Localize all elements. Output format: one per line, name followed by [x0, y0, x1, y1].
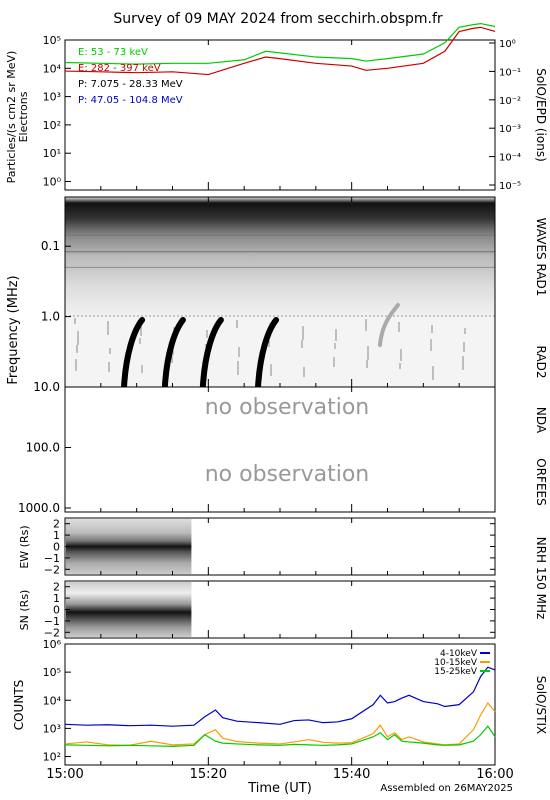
x-tick-label: 15:00: [46, 767, 83, 782]
epd-ylabel-line1: Particles/(s cm2 sr MeV): [5, 51, 18, 184]
epd-y2-tick-label: 10⁻³: [499, 124, 521, 135]
epd-frame: [64, 39, 496, 191]
nrh-y-tick-label: 1: [53, 592, 60, 605]
nrh-y-tick-label: 0: [53, 604, 60, 617]
nda-orfees-frame: [64, 386, 496, 513]
rad1-spectrogram: [65, 197, 495, 317]
epd-legend: E: 53 - 73 keV E: 282 - 397 keV P: 7.075 -…: [78, 47, 183, 106]
label-nrh-150: NRH 150 MHz: [534, 537, 548, 620]
no-observation-nda: no observation: [205, 395, 370, 420]
waves-y-tick-label: 0.1: [41, 239, 60, 253]
stix-frame: [64, 643, 496, 766]
epd-right-label: SolO/EPD (ions): [534, 68, 548, 162]
waves-y-tick-label: 1.0: [41, 310, 60, 324]
nrh-y-tick-label: 2: [53, 518, 60, 531]
label-orfees: ORFEES: [534, 458, 548, 505]
type-iii-burst: [161, 317, 186, 389]
waves-y-tick-label: 10.0: [33, 380, 60, 394]
epd-legend-entry: P: 7.075 - 28.33 MeV: [78, 79, 183, 90]
epd-legend-entry: E: 53 - 73 keV: [78, 47, 148, 58]
epd-y2-tick-label: 10⁻¹: [499, 67, 521, 78]
epd-series: [64, 22, 496, 76]
epd-y-ticks: 10⁰ 10¹ 10² 10³ 10⁴ 10⁵ 10⁻⁵ 10⁻⁴ 10⁻³ 10⁻² 10⁻¹ 10…: [43, 34, 521, 192]
epd-panel: 10⁰ 10¹ 10² 10³ 10⁴ 10⁵ 10⁻⁵ 10⁻⁴ 10⁻³ 10⁻² 10⁻¹ 10…: [5, 22, 548, 192]
nrh-sn-image: [66, 582, 192, 637]
waves-y-ticks: 0.1 1.0 10.0: [33, 239, 71, 394]
epd-y2-tick-label: 10⁻⁴: [499, 153, 521, 164]
epd-ylabel-line2: Electrons: [17, 91, 30, 142]
nrh-ew-panel: 210−1−2 EW (Rs): [18, 517, 496, 576]
no-observation-orfees: no observation: [205, 462, 370, 487]
type-iii-burst: [377, 303, 400, 347]
nrh-ew-ylabel: EW (Rs): [18, 525, 31, 568]
nrh-sn-panel: 210−1−2 SN (Rs) NRH 150 MHz: [18, 537, 548, 640]
epd-y-tick-label: 10⁴: [43, 62, 62, 75]
nrh-y-tick-label: 2: [53, 581, 60, 594]
epd-y-tick-label: 10³: [43, 91, 61, 104]
nrh-y-tick-label: −1: [44, 552, 60, 565]
stix-y-tick-label: 10²: [43, 751, 61, 764]
nrh-ew-image: [66, 519, 192, 574]
stix-series: [64, 666, 496, 747]
nrh-y-tick-label: 0: [53, 541, 60, 554]
waves-texture: [65, 221, 495, 380]
nrh-y-tick-label: −2: [44, 626, 60, 639]
type-iii-burst: [121, 317, 146, 389]
label-nda: NDA: [534, 407, 548, 434]
nrh-y-tick-label: −1: [44, 615, 60, 628]
epd-y-tick-label: 10¹: [43, 147, 61, 160]
nda-y-tick-label: 1000.0: [18, 501, 60, 515]
nrh-ew-y-ticks: 210−1−2: [44, 518, 495, 576]
nrh-y-tick-label: 1: [53, 529, 60, 542]
epd-series-line: [64, 26, 496, 76]
stix-legend-label: 10-15keV: [434, 658, 478, 668]
epd-y2-tick-label: 10⁻²: [499, 96, 521, 107]
epd-legend-entry: P: 47.05 - 104.8 MeV: [78, 95, 183, 106]
waves-ylabel: Frequency (MHz): [6, 275, 21, 384]
stix-legend-label: 15-25keV: [434, 667, 478, 677]
type-iii-bursts: [121, 303, 400, 389]
label-rad2: RAD2: [534, 346, 548, 379]
chart-title: Survey of 09 MAY 2024 from secchirh.obsp…: [113, 11, 443, 27]
nrh-sn-y-ticks: 210−1−2: [44, 581, 495, 639]
stix-y-tick-label: 10⁶: [43, 638, 62, 651]
type-iii-burst: [199, 317, 224, 389]
stix-right-label: SolO/STIX: [534, 676, 548, 735]
stix-y-ticks: 10² 10³ 10⁴ 10⁵ 10⁶: [43, 638, 71, 764]
waves-panel: 0.1 1.0 10.0 Frequency (MHz) WAVES RAD1 RA…: [6, 196, 548, 394]
epd-legend-entry: E: 282 - 397 keV: [78, 63, 161, 74]
epd-y-tick-label: 10⁰: [43, 175, 62, 188]
epd-series-line: [64, 22, 496, 65]
nrh-sn-ylabel: SN (Rs): [18, 590, 31, 631]
type-iii-burst: [255, 317, 280, 389]
x-tick-label: 16:00: [476, 767, 513, 782]
stix-series-line: [64, 666, 496, 727]
label-waves-rad1: WAVES RAD1: [534, 218, 548, 297]
stix-ylabel: COUNTS: [12, 680, 26, 731]
epd-y-tick-label: 10²: [43, 119, 61, 132]
assembled-footer: Assembled on 26MAY2025: [380, 783, 513, 794]
x-tick-label: 15:40: [333, 767, 370, 782]
x-axis: 15:00 15:20 15:40 16:00: [46, 40, 514, 782]
stix-y-tick-label: 10³: [43, 722, 61, 735]
stix-y-tick-label: 10⁵: [43, 666, 61, 679]
nda-orfees-panel: 100.0 1000.0 no observation no observatio…: [18, 386, 548, 515]
epd-y2-tick-label: 10⁰: [499, 39, 516, 50]
nrh-y-tick-label: −2: [44, 563, 60, 576]
nda-y-tick-label: 100.0: [26, 441, 60, 455]
x-tick-label: 15:20: [190, 767, 227, 782]
epd-y2-tick-label: 10⁻⁵: [499, 181, 521, 192]
xaxis-label: Time (UT): [247, 781, 312, 796]
epd-y-tick-label: 10⁵: [43, 34, 61, 47]
stix-legend-label: 4-10keV: [440, 649, 478, 659]
stix-y-tick-label: 10⁴: [43, 694, 62, 707]
stix-series-line: [64, 725, 496, 747]
nda-y-ticks: 100.0 1000.0: [18, 441, 71, 515]
